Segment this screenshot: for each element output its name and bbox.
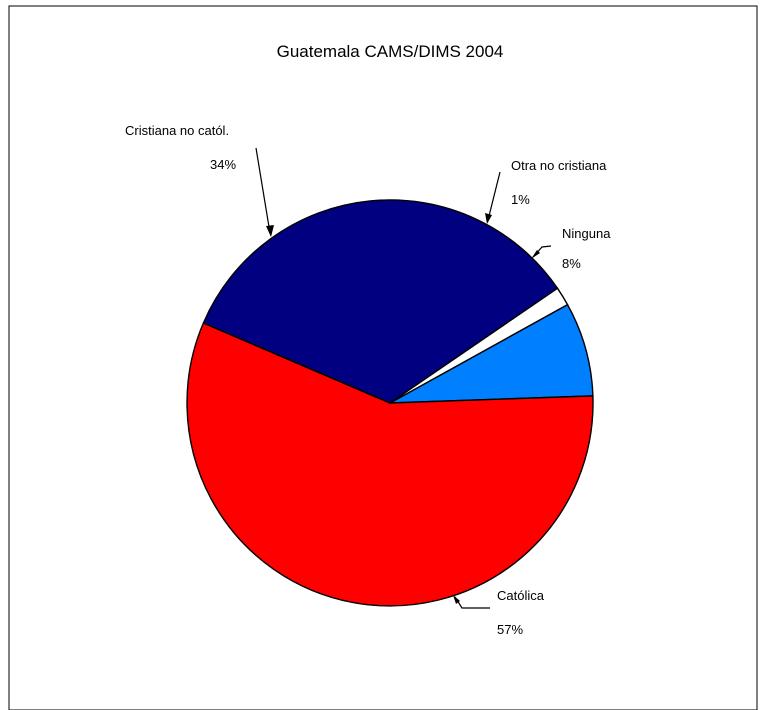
- pie-slice-otra: [389, 287, 569, 404]
- leader-arrow-catolica: [453, 595, 460, 604]
- slice-label-otra-name: Otra no cristiana: [511, 158, 607, 173]
- slice-label-ninguna-name: Ninguna: [562, 226, 611, 241]
- leader-arrow-otra: [485, 213, 492, 224]
- slice-label-catolica-percent: 57%: [497, 622, 523, 637]
- slice-label-otra-percent: 1%: [511, 192, 530, 207]
- leader-line-otra: [487, 171, 501, 221]
- slice-label-cristiana-percent: 34%: [210, 157, 236, 172]
- leader-line-cristiana: [255, 147, 271, 234]
- pie-slice-catolica: [186, 322, 594, 607]
- leader-arrow-ninguna: [531, 250, 540, 259]
- pie-slice-cristiana: [202, 199, 559, 404]
- pie-slice-ninguna: [389, 303, 594, 404]
- slice-label-catolica-name: Católica: [497, 588, 545, 603]
- slice-label-ninguna-percent: 8%: [562, 256, 581, 271]
- slice-label-cristiana-name: Cristiana no catól.: [125, 123, 229, 138]
- leader-arrow-cristiana: [266, 225, 274, 237]
- pie-slices: [186, 199, 594, 607]
- chart-title: Guatemala CAMS/DIMS 2004: [277, 42, 504, 61]
